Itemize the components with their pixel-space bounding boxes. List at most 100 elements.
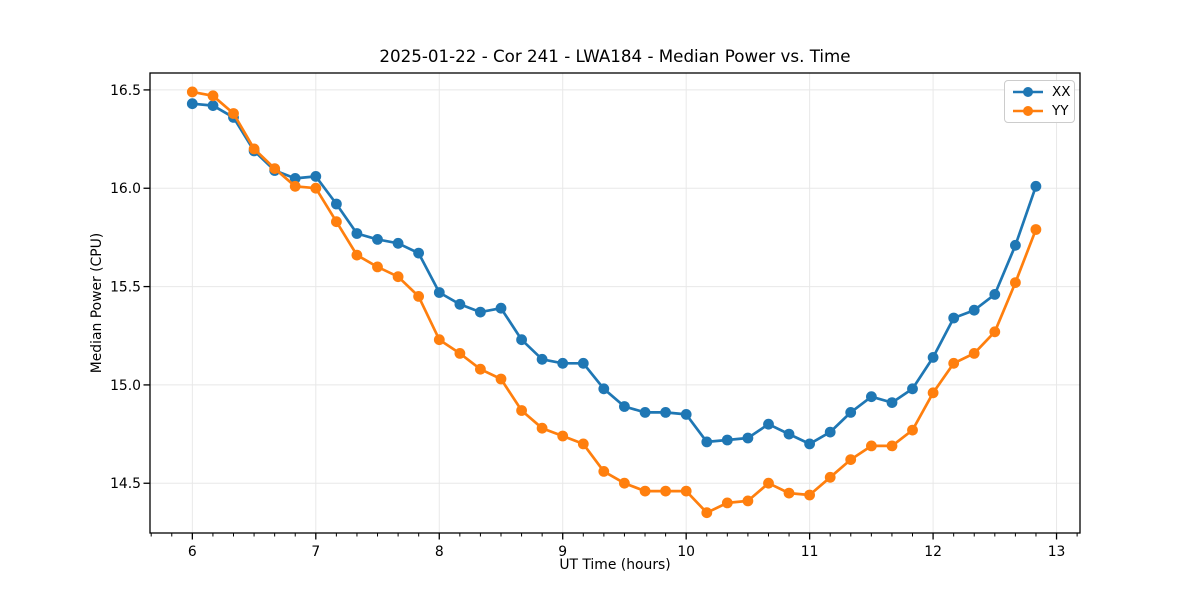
series-yy-marker — [516, 405, 527, 416]
series-yy-marker — [824, 471, 836, 483]
series-yy-marker — [721, 497, 733, 509]
series-xx-marker — [310, 171, 322, 182]
series-xx-marker — [536, 353, 548, 365]
series-yy-marker — [228, 108, 239, 119]
legend-label-xx: XX — [1052, 83, 1071, 100]
series-yy-marker — [886, 440, 898, 452]
series-yy-marker — [269, 163, 281, 175]
series-yy-marker — [660, 485, 671, 497]
series-yy-marker — [783, 487, 795, 499]
series-yy-marker — [866, 440, 877, 452]
series-yy-marker — [413, 291, 424, 302]
series-xx-marker — [454, 298, 466, 310]
x-tick-label: 6 — [188, 544, 197, 560]
series-xx-marker — [968, 304, 980, 316]
series-xx-marker — [351, 228, 363, 239]
series-yy-marker — [763, 477, 774, 489]
y-tick-label: 15.5 — [110, 280, 141, 296]
series-yy-marker — [186, 86, 198, 98]
series-yy-marker — [392, 271, 404, 283]
series-xx-marker — [989, 289, 1001, 300]
series-xx-marker — [413, 247, 424, 259]
x-tick-label: 13 — [1048, 544, 1066, 560]
series-xx-marker — [433, 287, 445, 298]
series-xx-marker — [866, 391, 877, 403]
x-axis-label: UT Time (hours) — [559, 557, 671, 573]
series-yy-marker — [927, 387, 939, 399]
series-yy-marker — [207, 90, 219, 102]
series-yy-marker — [433, 334, 445, 346]
series-xx-marker — [289, 173, 301, 184]
series-yy-marker — [804, 489, 815, 501]
series-yy-marker — [680, 485, 692, 497]
series-yy-marker — [331, 216, 342, 228]
series-yy-marker — [845, 454, 857, 465]
series-xx-marker — [948, 312, 960, 324]
x-tick-label: 12 — [924, 544, 942, 560]
series-xx-marker — [619, 401, 630, 412]
series-xx-marker — [557, 357, 569, 369]
legend-item-yy: YY — [1011, 102, 1074, 121]
series-xx-marker — [701, 436, 713, 448]
series-xx-marker — [907, 383, 918, 395]
series-yy-marker — [968, 348, 980, 359]
series-yy-marker — [1010, 277, 1021, 288]
legend: XX YY — [1004, 80, 1075, 123]
series-xx-marker — [763, 418, 774, 430]
x-tick-label: 11 — [801, 544, 819, 560]
series-xx-marker — [804, 438, 815, 450]
legend-swatch-xx-icon — [1013, 87, 1043, 97]
series-xx-marker — [927, 352, 939, 363]
series-yy-marker — [1030, 224, 1042, 235]
series-xx-marker — [186, 98, 198, 110]
y-tick-label: 15.0 — [110, 378, 141, 394]
legend-swatch-yy-icon — [1013, 106, 1043, 116]
series-yy-marker — [454, 348, 466, 359]
x-tick-label: 7 — [311, 544, 320, 560]
series-xx-marker — [660, 407, 671, 418]
series-yy-marker — [289, 180, 301, 192]
series-xx-marker — [331, 198, 342, 210]
series-xx-marker — [721, 434, 733, 446]
series-xx-marker — [886, 397, 898, 408]
plot-border — [149, 72, 1081, 534]
y-tick-label: 16.0 — [110, 181, 141, 197]
series-yy-marker — [989, 326, 1001, 338]
series-xx-marker — [783, 428, 795, 440]
series-yy-marker — [495, 373, 507, 385]
series-xx-marker — [577, 357, 589, 369]
legend-label-yy: YY — [1052, 102, 1069, 119]
series-yy-marker — [701, 507, 713, 519]
legend-item-xx: XX — [1011, 83, 1074, 102]
series-xx-marker — [680, 409, 692, 420]
series-xx-marker — [824, 426, 836, 438]
series-yy-marker — [475, 363, 486, 375]
series-yy-marker — [639, 485, 651, 497]
y-axis-label: Median Power (CPU) — [89, 232, 105, 374]
series-xx-marker — [639, 407, 651, 418]
x-tick-label: 10 — [677, 544, 695, 560]
series-yy-marker — [557, 430, 569, 442]
series-yy-marker — [351, 249, 363, 261]
series-xx-marker — [1030, 180, 1042, 192]
series-xx-marker — [845, 407, 857, 418]
chart-title: 2025-01-22 - Cor 241 - LWA184 - Median P… — [379, 46, 851, 66]
series-yy-marker — [742, 495, 754, 507]
y-tick-label: 16.5 — [110, 83, 141, 99]
series-yy-marker — [248, 143, 260, 155]
series-xx-marker — [742, 432, 754, 444]
series-yy-marker — [948, 357, 960, 369]
y-tick-label: 14.5 — [110, 476, 141, 492]
series-xx-marker — [207, 100, 219, 111]
series-xx-marker — [392, 237, 404, 249]
series-xx-marker — [516, 334, 527, 346]
series-xx-marker — [598, 383, 610, 395]
series-xx-marker — [475, 306, 486, 318]
series-xx-marker — [372, 234, 383, 245]
x-tick-label: 8 — [435, 544, 444, 560]
series-yy-marker — [619, 477, 630, 489]
x-tick-label: 9 — [558, 544, 567, 560]
series-yy-marker — [577, 438, 589, 450]
